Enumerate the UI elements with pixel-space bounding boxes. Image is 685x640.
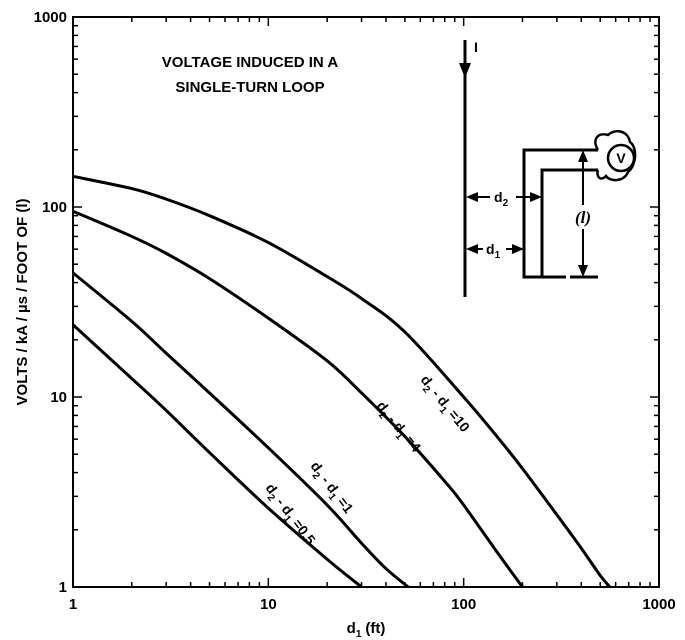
x-tick-label: 1 [69, 596, 77, 613]
series-label-part: 1 [437, 405, 449, 417]
series-label-part: 1 [326, 492, 338, 503]
y-tick-label: 10 [50, 389, 67, 406]
d1-label-main: d [486, 241, 495, 257]
plot-frame [72, 16, 660, 588]
d2-left-arrow [466, 192, 478, 202]
loop-inner [540, 168, 598, 277]
chart-subtitle: SINGLE-TURN LOOP [175, 79, 324, 96]
d1-label-sub: 1 [495, 250, 501, 261]
x-axis-title: d1 (ft) [347, 620, 386, 640]
series-label-3: d2 - d1 =0.5 [259, 480, 319, 550]
series-label-part: 2 [376, 410, 388, 422]
series-line-0 [72, 174, 611, 588]
x-tick-label: 1000 [642, 596, 675, 613]
loop-outer [522, 148, 598, 279]
series-label-part: 2 [420, 384, 432, 396]
x-tick-label: 100 [451, 596, 476, 613]
l-label: (l) [575, 208, 591, 227]
chart-title: VOLTAGE INDUCED IN A [162, 54, 339, 71]
series-line-3 [71, 323, 363, 589]
series-label-part: 1 [281, 514, 293, 525]
voltmeter [606, 143, 636, 173]
loop-diagram: I V d2 d1 (l) [459, 39, 637, 297]
series-lines [71, 174, 611, 589]
current-label: I [474, 39, 478, 55]
series-label-part: 1 [393, 431, 405, 443]
d1-label: d1 [486, 241, 501, 261]
y-axis-title: VOLTS / kA / µs / FOOT OF (l) [14, 199, 31, 406]
series-line-1 [72, 209, 524, 588]
d2-label: d2 [494, 189, 509, 209]
d2-label-main: d [494, 189, 503, 205]
x-axis-title-unit: (ft) [365, 620, 385, 637]
x-axis-title-sub: 1 [356, 629, 362, 640]
series-label-part: 2 [310, 470, 322, 481]
x-axis-title-main: d [347, 620, 356, 637]
y-tick-label: 100 [42, 199, 67, 216]
series-label-0: d2 - d1 =10 [415, 372, 474, 438]
series-label-part: 2 [265, 492, 277, 503]
l-top-arrow [578, 150, 588, 162]
d2-label-sub: 2 [503, 198, 509, 209]
d1-left-arrow [466, 244, 478, 254]
current-arrow [459, 63, 471, 78]
d1-right-arrow [512, 244, 524, 254]
series-label-1: d2 - d1 =4 [371, 398, 425, 458]
d2-right-arrow [530, 192, 542, 202]
tick-labels: 1 10 100 1000 1 10 100 1000 [34, 9, 676, 613]
y-tick-label: 1000 [34, 9, 67, 26]
x-tick-label: 10 [260, 596, 277, 613]
axis-ticks [72, 17, 659, 588]
y-tick-label: 1 [59, 579, 67, 596]
l-bottom-arrow [578, 265, 588, 277]
l-label-bg [568, 205, 598, 229]
voltmeter-label: V [616, 150, 626, 166]
series-line-2 [72, 271, 410, 589]
